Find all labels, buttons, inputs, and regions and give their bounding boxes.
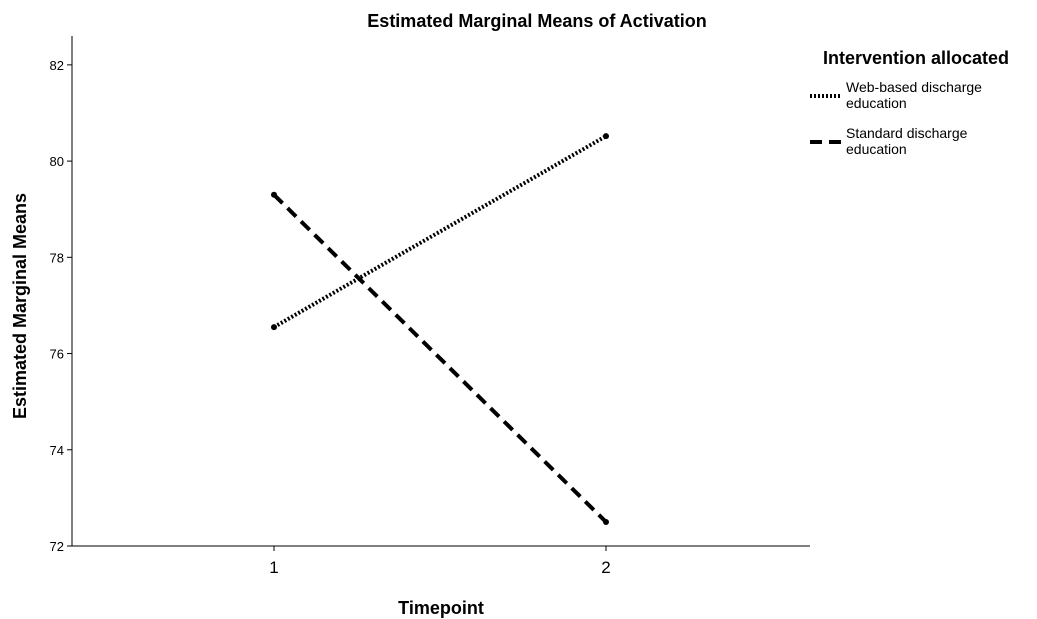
y-tick-label: 78 [50, 250, 64, 265]
y-ticks: 72 74 76 78 80 82 [50, 58, 72, 554]
legend-label-1: education [846, 95, 907, 111]
series-1-point-1 [271, 324, 277, 331]
legend: Intervention allocated Web-based dischar… [810, 48, 1009, 157]
legend-title: Intervention allocated [823, 48, 1009, 68]
y-tick-label: 72 [50, 539, 64, 554]
series-1-point-2 [603, 133, 609, 140]
legend-label-2: Standard discharge [846, 125, 968, 141]
y-tick-label: 80 [50, 154, 64, 169]
series-line-2 [272, 193, 608, 524]
chart-title: Estimated Marginal Means of Activation [367, 11, 706, 31]
y-tick-label: 74 [50, 443, 64, 458]
y-tick-label: 82 [50, 58, 64, 73]
y-tick-label: 76 [50, 347, 64, 362]
series-group [271, 133, 609, 525]
x-tick-label: 2 [601, 558, 610, 577]
x-axis-title: Timepoint [398, 598, 484, 618]
legend-label-1: Web-based discharge [846, 79, 982, 95]
series-2-point-2 [603, 518, 609, 525]
series-line-1 [273, 134, 607, 329]
y-axis-title: Estimated Marginal Means [10, 193, 30, 419]
x-tick-label: 1 [269, 558, 278, 577]
legend-label-2: education [846, 141, 907, 157]
series-2-point-1 [271, 191, 277, 198]
